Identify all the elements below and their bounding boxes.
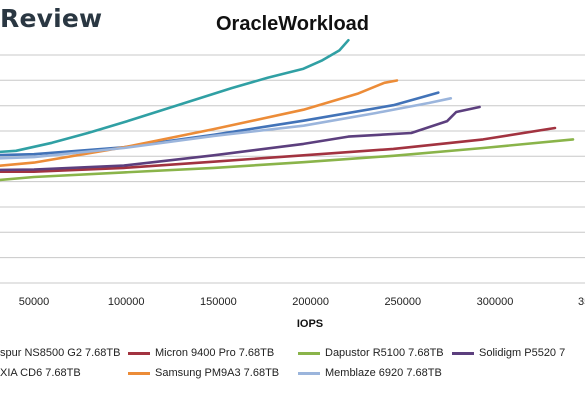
x-axis-label: IOPS <box>296 318 324 330</box>
legend-label: Micron 9400 Pro 7.68TB <box>155 347 275 359</box>
legend: spur NS8500 G2 7.68TB Micron 9400 Pro 7.6… <box>0 345 585 401</box>
legend-label: Solidigm P5520 7 <box>479 347 566 359</box>
legend-swatch <box>128 351 150 355</box>
series-line <box>0 79 399 168</box>
legend-label: spur NS8500 G2 7.68TB <box>0 347 121 359</box>
x-tick-label: 150000 <box>200 296 237 308</box>
legend-label: Memblaze 6920 7.68TB <box>325 367 442 379</box>
legend-item: spur NS8500 G2 7.68TB <box>0 345 120 361</box>
legend-item: XIA CD6 7.68TB <box>0 365 81 381</box>
series-line <box>0 38 350 154</box>
legend-swatch <box>298 351 320 355</box>
x-tick-labels: 50000 100000 150000 200000 250000 300000 350 <box>19 296 585 308</box>
legend-label: XIA CD6 7.68TB <box>0 367 81 379</box>
x-tick-label: 300000 <box>477 296 514 308</box>
legend-item: Dapustor R5100 7.68TB <box>298 345 444 361</box>
series-line <box>0 91 440 157</box>
legend-label: Dapustor R5100 7.68TB <box>325 347 444 359</box>
legend-swatch <box>128 371 150 375</box>
logo-text: Review <box>0 4 103 33</box>
x-tick-label: 200000 <box>292 296 329 308</box>
x-tick-label: 350 <box>578 296 585 308</box>
x-tick-label: 250000 <box>384 296 421 308</box>
series-line <box>0 105 481 172</box>
series-line <box>0 126 557 173</box>
legend-item: Samsung PM9A3 7.68TB <box>128 365 279 381</box>
gridlines <box>0 54 585 284</box>
legend-swatch <box>452 351 474 355</box>
series-line <box>0 138 575 182</box>
series-line <box>0 97 453 160</box>
series-lines <box>0 38 575 182</box>
chart-title: OracleWorkload <box>215 13 370 35</box>
legend-item: Memblaze 6920 7.68TB <box>298 365 442 381</box>
x-tick-label: 100000 <box>108 296 145 308</box>
legend-swatch <box>298 371 320 375</box>
x-tick-label: 50000 <box>19 296 50 308</box>
legend-label: Samsung PM9A3 7.68TB <box>155 367 280 379</box>
legend-item: Solidigm P5520 7 <box>452 345 565 361</box>
legend-item: Micron 9400 Pro 7.68TB <box>128 345 274 361</box>
